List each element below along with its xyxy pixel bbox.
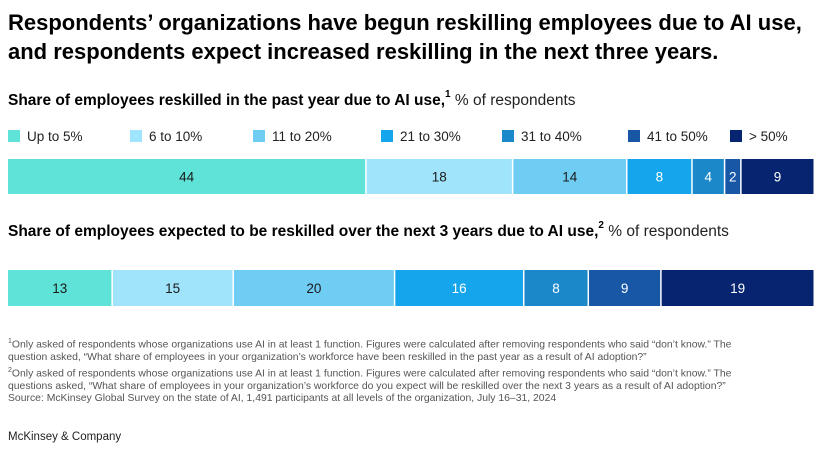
chart-1-title: Share of employees reskilled in the past… (8, 89, 576, 110)
data-label: 9 (774, 170, 782, 185)
data-label: 2 (729, 170, 737, 185)
data-label: 44 (179, 170, 195, 185)
chart-2-title: Share of employees expected to be reskil… (8, 220, 729, 241)
footnote-1-mark: 1 (8, 338, 12, 345)
legend-label: 21 to 30% (400, 128, 461, 144)
legend-swatch (730, 130, 742, 142)
legend-swatch (381, 130, 393, 142)
bar-segment (8, 270, 112, 306)
bar-segment (8, 159, 366, 194)
data-label: 15 (165, 281, 180, 296)
bar-segment (112, 270, 233, 306)
chart-1-title-text: Share of employees reskilled in the past… (8, 92, 446, 110)
footnote-2-text-1: Only asked of respondents whose organiza… (11, 368, 732, 380)
legend-label: 11 to 20% (272, 128, 332, 144)
footnotes: 1Only asked of respondents whose organiz… (8, 336, 823, 406)
data-label: 13 (52, 281, 67, 296)
chart-1-unit-label: % of respondents (454, 92, 576, 110)
data-label: 8 (552, 281, 560, 296)
legend-item: 6 to 10% (130, 128, 202, 144)
legend-item: 21 to 30% (381, 128, 461, 144)
legend-label: Up to 5% (27, 128, 83, 144)
legend-label: 41 to 50% (647, 128, 708, 144)
chart-2-bar: 13 15 20 16 8 9 19 (8, 270, 814, 306)
chart-2-unit-label: % of respondents (608, 223, 729, 241)
bar-segment (395, 270, 523, 306)
data-label: 4 (705, 170, 713, 185)
legend-item: 41 to 50% (628, 128, 708, 144)
data-label: 19 (730, 281, 745, 296)
data-label: 14 (562, 170, 578, 185)
bar-segment (513, 159, 627, 194)
chart-2-title-text: Share of employees expected to be reskil… (8, 223, 599, 241)
legend-swatch (502, 130, 514, 142)
legend-label: 31 to 40% (521, 128, 582, 144)
data-label: 9 (621, 281, 629, 296)
footnote-2-line-2: questions asked, “What share of employee… (8, 380, 726, 392)
bar-segment (627, 159, 692, 194)
bar-segment (725, 159, 741, 194)
footnote-1-line-1: 1Only asked of respondents whose organiz… (8, 336, 823, 352)
bar-segment (524, 270, 588, 306)
legend-item: 11 to 20% (253, 128, 332, 144)
chart-2-title-footnote-mark: 2 (598, 220, 604, 231)
legend-swatch (130, 130, 142, 142)
bar-segment (366, 159, 512, 194)
legend-label: > 50% (749, 128, 788, 144)
source-note: Source: McKinsey Global Survey on the st… (8, 393, 557, 405)
legend: Up to 5% 6 to 10% 11 to 20% 21 to 30% 31 to … (8, 128, 820, 144)
legend-swatch (8, 130, 20, 142)
footnote-2-mark: 2 (8, 366, 12, 374)
legend-item: Up to 5% (8, 128, 83, 144)
footnote-2-line-1: 2Only asked of respondents whose organiz… (8, 365, 823, 381)
chart-1-bar: 44 18 14 8 4 2 9 (8, 159, 814, 194)
bar-segment (233, 270, 394, 306)
data-label: 8 (656, 170, 664, 185)
headline: Respondents’ organizations have begun re… (8, 10, 802, 64)
data-label: 20 (306, 281, 321, 296)
data-label: 18 (432, 170, 447, 185)
bar-segment (661, 270, 814, 306)
legend-swatch (628, 130, 640, 142)
legend-item: > 50% (730, 128, 788, 144)
legend-swatch (253, 130, 265, 142)
brand-name: McKinsey & Company (8, 431, 122, 443)
footnote-1-text-1: Only asked of respondents whose organiza… (11, 339, 732, 351)
bar-segment (692, 159, 724, 194)
chart-1-title-footnote-mark: 1 (445, 89, 451, 100)
legend-item: 31 to 40% (502, 128, 582, 144)
bar-segment (589, 270, 661, 306)
footnote-1-line-2: question asked, “What share of employees… (8, 352, 647, 364)
legend-label: 6 to 10% (149, 128, 203, 144)
data-label: 16 (452, 281, 467, 296)
bar-segment (741, 159, 814, 194)
